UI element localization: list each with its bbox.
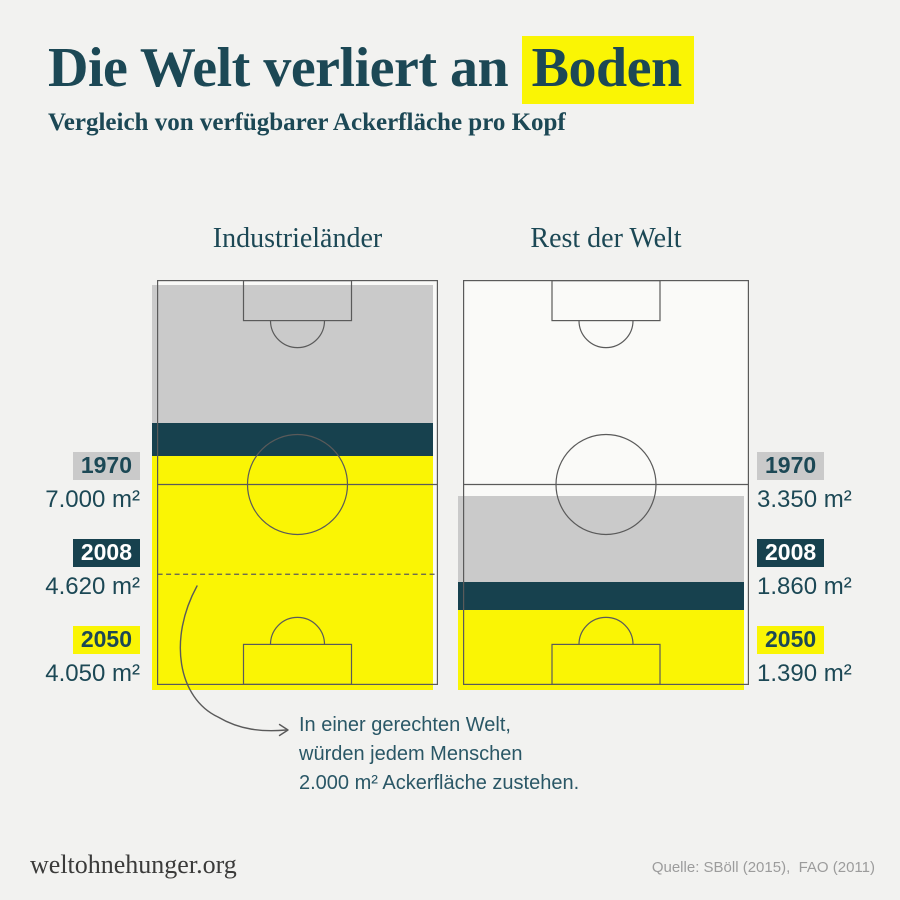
annotation-line-2: würden jedem Menschen — [299, 743, 523, 765]
band-2050 — [152, 455, 433, 690]
area-bands — [152, 285, 433, 690]
label-group-2050: 2050 4.050 m² — [20, 626, 140, 687]
value-1970-industrielaender: 7.000 m² — [45, 486, 140, 513]
page-subtitle: Vergleich von verfügbarer Ackerfläche pr… — [48, 109, 566, 136]
band-1970 — [152, 285, 433, 423]
title-text: Die Welt verliert an — [48, 37, 522, 99]
label-group-1970: 1970 3.350 m² — [757, 452, 887, 513]
annotation-text: In einer gerechten Welt, würden jedem Me… — [299, 711, 579, 798]
year-badge-2008: 2008 — [757, 539, 825, 567]
soccer-pitch-markings — [157, 280, 438, 685]
area-bands — [458, 285, 744, 690]
soccer-pitch-markings — [463, 280, 749, 685]
year-badge-2008: 2008 — [72, 539, 140, 567]
band-2008 — [458, 582, 744, 610]
band-2050 — [458, 609, 744, 690]
value-1970-rest-der-welt: 3.350 m² — [757, 486, 852, 513]
band-1970 — [458, 496, 744, 583]
value-2050-rest-der-welt: 1.390 m² — [757, 660, 852, 687]
labels-rest-der-welt: 1970 3.350 m² 2008 1.860 m² 2050 1.390 m… — [757, 452, 887, 713]
arrowhead-icon — [278, 723, 289, 737]
field-rest-der-welt — [458, 280, 749, 690]
brand-url: weltohnehunger.org — [30, 850, 237, 879]
year-badge-1970: 1970 — [757, 452, 825, 480]
year-badge-1970: 1970 — [72, 452, 140, 480]
source-credit: Quelle: SBöll (2015), FAO (2011) — [651, 859, 875, 876]
value-2050-industrielaender: 4.050 m² — [45, 660, 140, 687]
year-badge-2050: 2050 — [757, 626, 825, 654]
column-header-rest-der-welt: Rest der Welt — [530, 223, 682, 254]
title-highlight: Boden — [521, 36, 694, 104]
column-header-industrielaender: Industrieländer — [212, 223, 383, 254]
value-2008-industrielaender: 4.620 m² — [45, 573, 140, 600]
label-group-1970: 1970 7.000 m² — [20, 452, 140, 513]
label-group-2008: 2008 4.620 m² — [20, 539, 140, 600]
annotation-arrow — [179, 585, 289, 737]
band-2008 — [152, 422, 433, 456]
labels-industrielaender: 1970 7.000 m² 2008 4.620 m² 2050 4.050 m… — [20, 452, 140, 713]
value-2008-rest-der-welt: 1.860 m² — [757, 573, 852, 600]
page-title: Die Welt verliert an Boden — [48, 34, 694, 104]
label-group-2008: 2008 1.860 m² — [757, 539, 887, 600]
annotation-line-3: 2.000 m² Ackerfläche zustehen. — [299, 772, 580, 794]
year-badge-2050: 2050 — [72, 626, 140, 654]
field-industrielaender — [152, 280, 438, 690]
label-group-2050: 2050 1.390 m² — [757, 626, 887, 687]
annotation-line-1: In einer gerechten Welt, — [299, 714, 511, 736]
